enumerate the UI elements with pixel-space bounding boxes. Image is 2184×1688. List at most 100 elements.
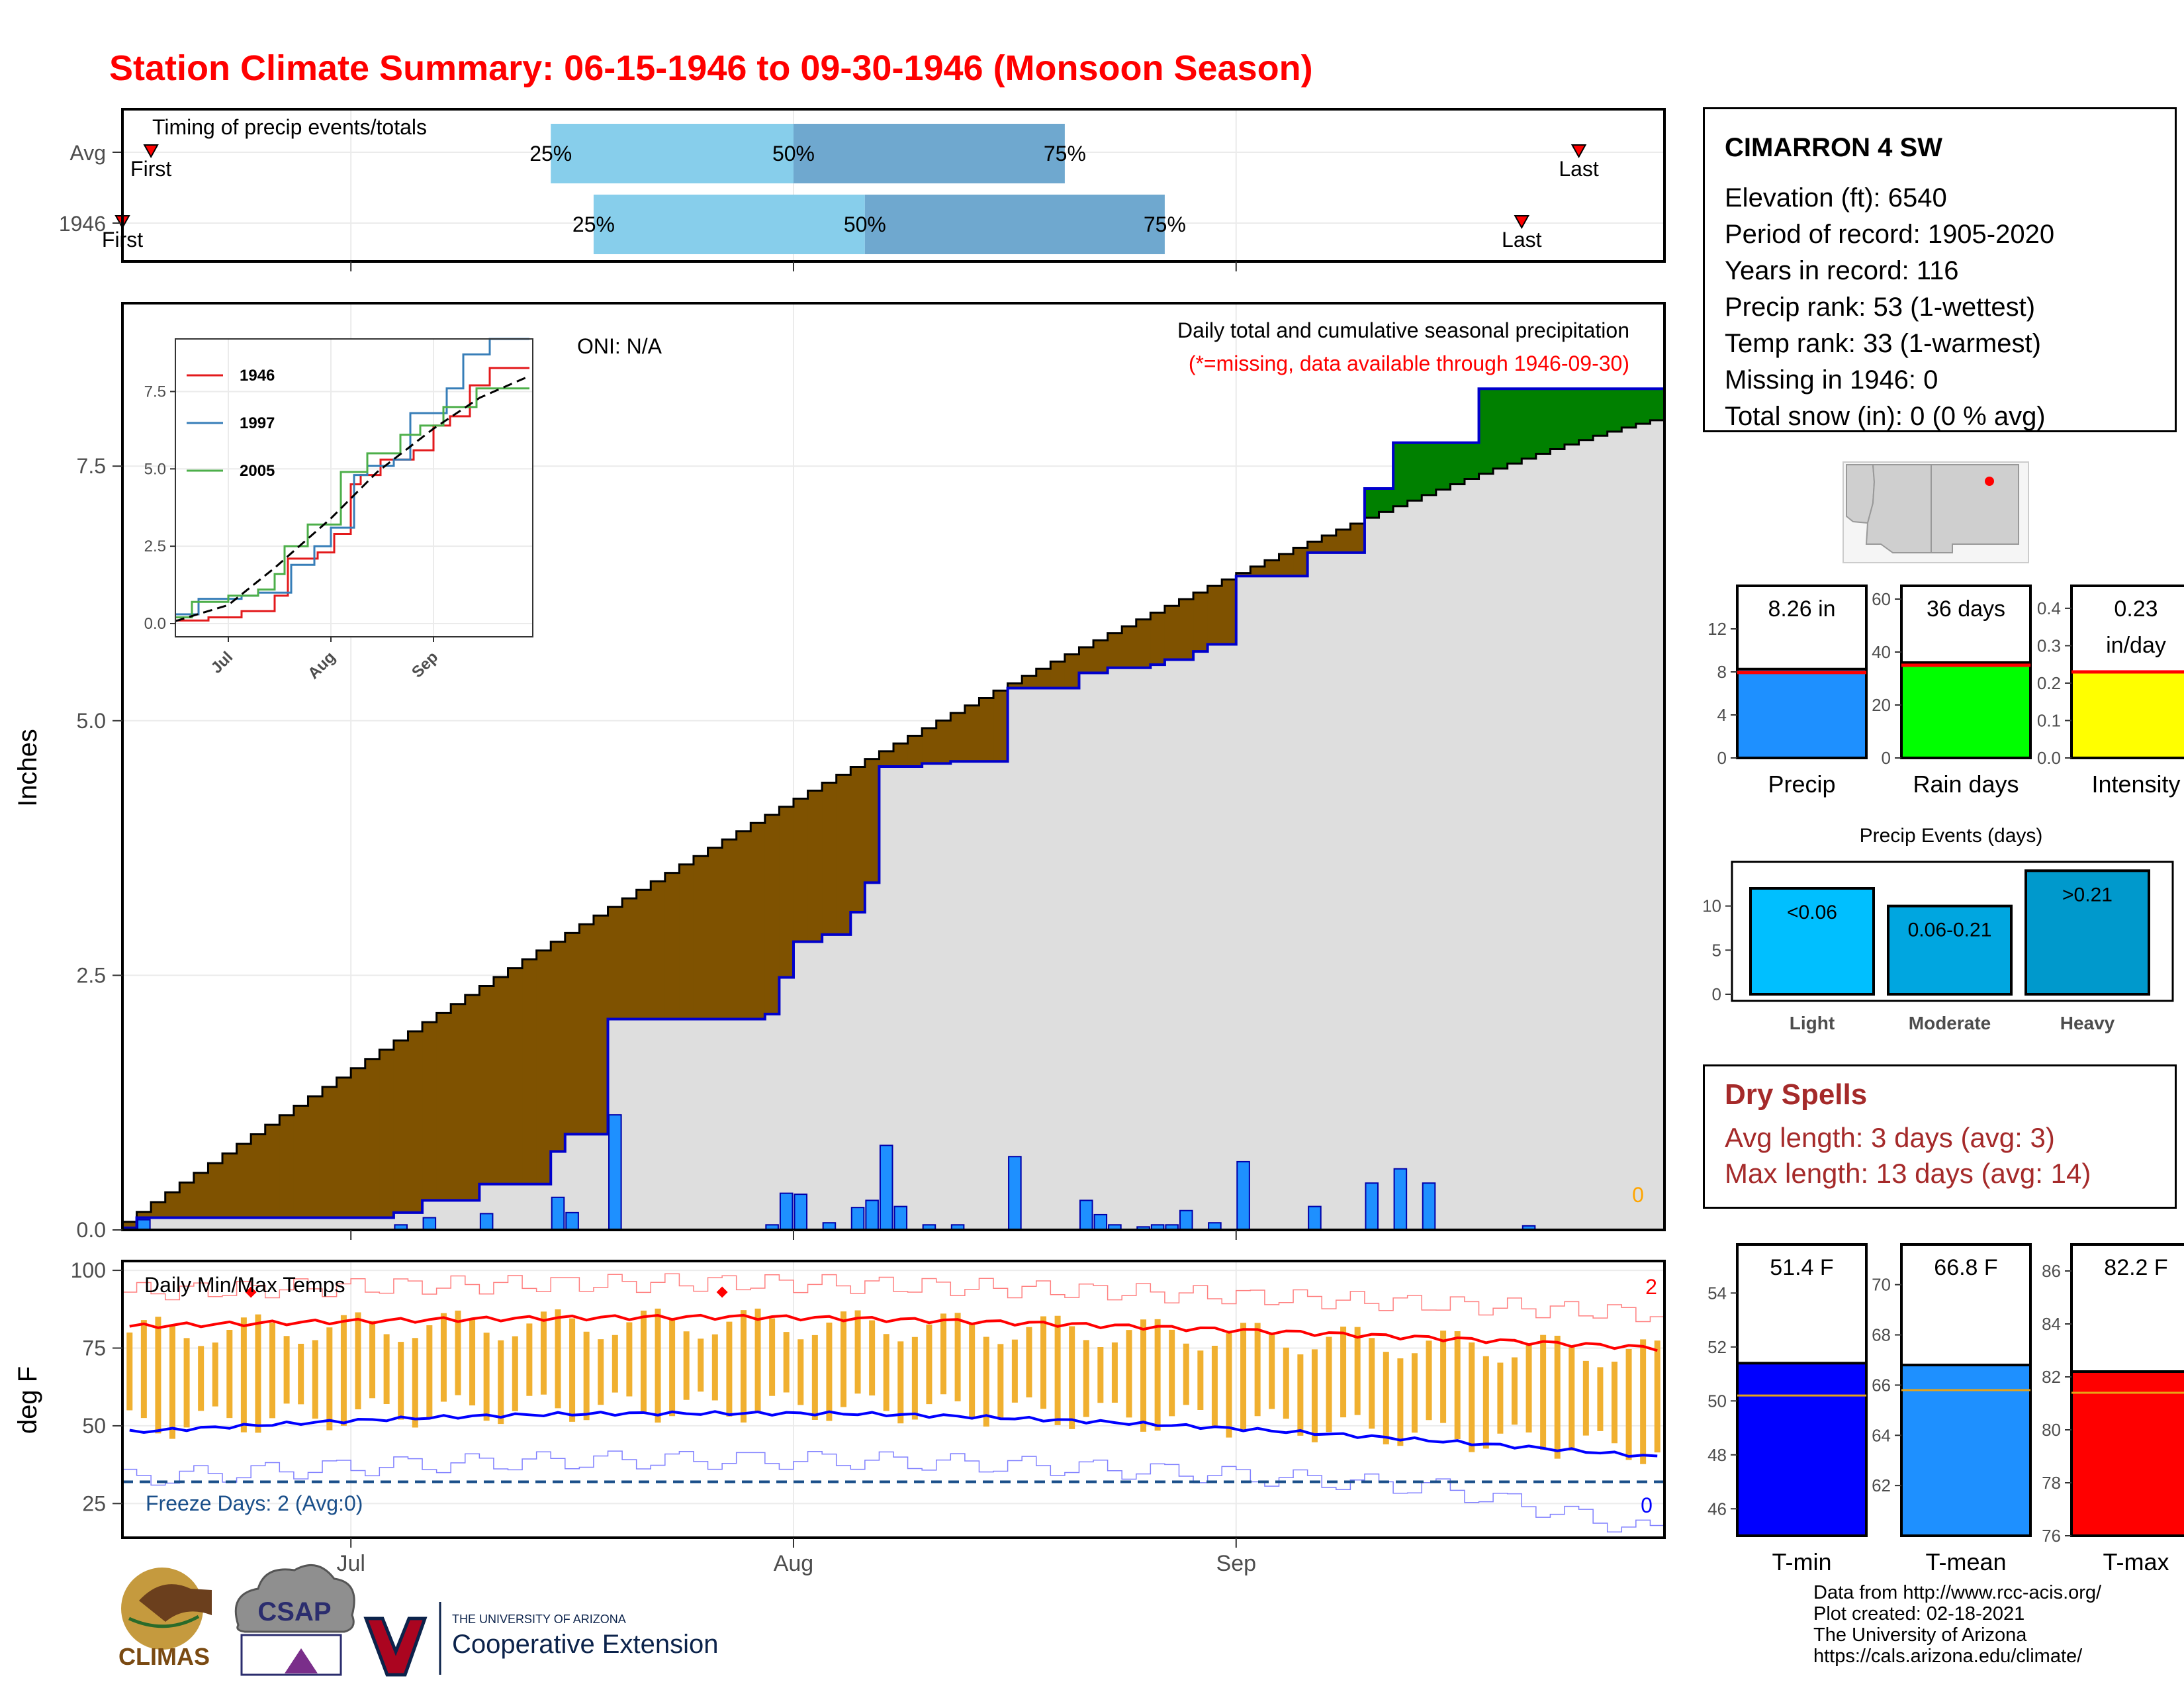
timing-bar-50-75 [864, 195, 1165, 254]
deficit-fill [1064, 654, 1080, 688]
climo-fill [693, 1019, 709, 1230]
climo-fill [179, 1217, 195, 1230]
climo-fill [1222, 644, 1237, 1230]
deficit-fill [279, 1115, 295, 1218]
precip-ylabel: Inches [13, 729, 42, 807]
climo-fill [907, 767, 923, 1230]
deficit-fill [408, 1031, 423, 1213]
climo-fill [1393, 506, 1408, 1230]
surplus-fill [1564, 389, 1580, 445]
summary-value-label: 36 days [1927, 596, 2005, 622]
climo-fill [1307, 552, 1322, 1230]
deficit-fill [679, 864, 694, 1019]
climo-fill [1207, 644, 1222, 1230]
surplus-fill [1522, 389, 1537, 459]
climo-fill [651, 1019, 666, 1230]
summary-category-label: Rain days [1913, 771, 2019, 798]
summary-ytick-label: 0 [1717, 748, 1727, 768]
daily-precip-bar [1079, 1199, 1093, 1231]
timing-bar-25-50 [551, 124, 794, 183]
precip-ytick-label: 2.5 [77, 963, 106, 987]
summary-bar-t-max [2070, 1370, 2184, 1537]
climo-fill [365, 1217, 380, 1230]
deficit-fill [693, 856, 709, 1019]
climo-fill [1150, 665, 1165, 1230]
deficit-fill [1079, 647, 1094, 673]
timing-label-50: 50% [844, 212, 886, 236]
climo-fill [722, 1019, 737, 1230]
deficit-fill [1350, 524, 1365, 553]
deficit-fill [536, 950, 551, 1184]
climo-fill [1593, 436, 1608, 1230]
climo-fill [508, 1184, 523, 1230]
summary-ytick-label: 80 [2042, 1420, 2061, 1440]
timing-row-label: Avg [69, 141, 106, 165]
surplus-fill [1393, 442, 1408, 506]
timing-last-label: Last [1502, 228, 1542, 252]
climo-fill [493, 1184, 509, 1230]
climo-fill [236, 1217, 251, 1230]
summary-ytick-label: 76 [2042, 1526, 2061, 1546]
daily-precip-bar [1422, 1182, 1436, 1231]
station-elevation: Elevation (ft): 6540 [1725, 183, 1947, 212]
daily-precip-bar [1008, 1156, 1022, 1231]
deficit-fill [1193, 592, 1208, 652]
climo-fill [1250, 576, 1265, 1230]
timing-last-label: Last [1559, 157, 1599, 181]
events-title: Precip Events (days) [1860, 825, 2043, 847]
summary-ytick-label: 12 [1707, 619, 1727, 639]
climo-fill [1279, 576, 1294, 1230]
daily-precip-bar [551, 1196, 565, 1231]
summary-category-label: Precip [1768, 771, 1835, 798]
deficit-fill [993, 690, 1009, 762]
summary-bar-precip [1736, 667, 1868, 760]
summary-ytick-label: 64 [1872, 1425, 1891, 1445]
timing-label-25: 25% [572, 212, 615, 236]
climo-fill [850, 912, 866, 1230]
deficit-fill [165, 1192, 180, 1218]
precip-ytick-label: 5.0 [77, 709, 106, 733]
timing-marker-last [1514, 215, 1529, 230]
summary-value-label: in/day [2106, 633, 2166, 658]
deficit-fill [508, 968, 523, 1184]
climo-fill [436, 1200, 451, 1230]
summary-ytick-label: 86 [2042, 1261, 2061, 1281]
climo-fill [1635, 424, 1651, 1230]
timing-label-75: 75% [1144, 212, 1186, 236]
surplus-fill [1607, 389, 1622, 432]
deficit-fill [1250, 566, 1265, 577]
oni-label: ONI: N/A [577, 334, 662, 358]
climas-logo-swoosh [128, 1615, 200, 1628]
missing-count: 0 [1632, 1183, 1644, 1207]
deficit-fill [864, 759, 880, 883]
climo-fill [879, 767, 894, 1230]
daily-precip-bar [422, 1217, 437, 1231]
summary-ytick-label: 0.4 [2037, 598, 2061, 618]
deficit-fill [479, 986, 494, 1184]
surplus-fill [1635, 389, 1651, 424]
climo-fill [208, 1217, 223, 1230]
climo-fill [836, 934, 851, 1230]
climo-fill [764, 1013, 780, 1230]
deficit-fill [1307, 541, 1322, 553]
deficit-fill [936, 720, 951, 764]
station-location-marker [1985, 477, 1994, 486]
summary-ytick-label: 84 [2042, 1314, 2061, 1334]
deficit-fill [1179, 599, 1194, 660]
temp-ytick-label: 75 [82, 1336, 106, 1360]
temp-ytick-label: 100 [71, 1258, 106, 1282]
climo-fill [1293, 576, 1308, 1230]
surplus-fill [1507, 389, 1522, 464]
daily-precip-bar [1179, 1209, 1193, 1231]
summary-ytick-label: 82 [2042, 1367, 2061, 1387]
surplus-fill [1464, 442, 1480, 479]
climo-fill [1079, 673, 1094, 1230]
summary-category-label: T-min [1772, 1548, 1832, 1575]
summary-ytick-label: 0 [1882, 748, 1891, 768]
climas-logo-mark [139, 1584, 212, 1622]
timing-subtitle: Timing of precip events/totals [152, 115, 427, 139]
deficit-fill [1022, 676, 1037, 688]
deficit-fill [565, 933, 580, 1135]
deficit-fill [465, 995, 480, 1201]
climo-fill [736, 1019, 751, 1230]
